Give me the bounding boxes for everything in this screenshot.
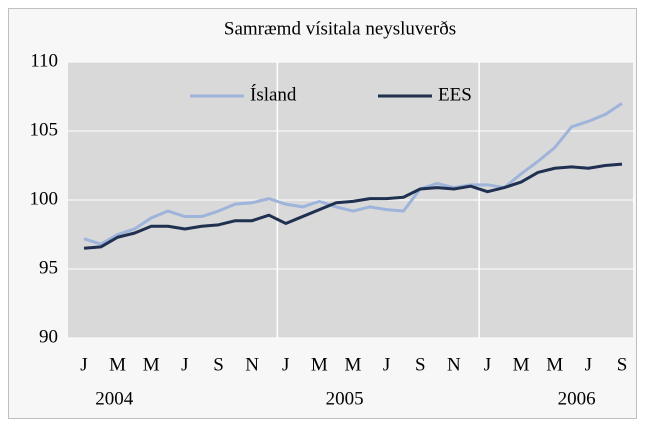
series-line bbox=[83, 162, 623, 250]
year-label: 2006 bbox=[558, 388, 596, 409]
y-tick-label: 100 bbox=[30, 188, 59, 209]
x-tick-label: J bbox=[80, 354, 87, 375]
x-tick-label: M bbox=[143, 354, 160, 375]
x-tick-label: M bbox=[513, 354, 530, 375]
y-tick-label: 95 bbox=[39, 257, 58, 278]
x-tick-label: M bbox=[311, 354, 328, 375]
x-tick-label: M bbox=[546, 354, 563, 375]
x-tick-label: N bbox=[447, 354, 461, 375]
x-tick-label: S bbox=[415, 354, 426, 375]
x-tick-label: N bbox=[245, 354, 259, 375]
x-tick-label: S bbox=[617, 354, 628, 375]
x-tick-label: M bbox=[345, 354, 362, 375]
x-tick-label: J bbox=[282, 354, 289, 375]
legend-label: EES bbox=[438, 84, 472, 105]
y-tick-label: 105 bbox=[30, 119, 59, 140]
year-label: 2004 bbox=[95, 388, 134, 409]
legend-label: Ísland bbox=[250, 83, 297, 105]
x-tick-label: J bbox=[181, 354, 188, 375]
y-tick-label: 90 bbox=[39, 326, 58, 347]
chart-title: Samræmd vísitala neysluverðs bbox=[224, 18, 456, 39]
x-tick-label: M bbox=[109, 354, 126, 375]
year-label: 2005 bbox=[326, 388, 364, 409]
x-tick-label: J bbox=[585, 354, 592, 375]
x-tick-label: J bbox=[383, 354, 390, 375]
y-tick-label: 110 bbox=[30, 50, 58, 71]
x-tick-label: J bbox=[484, 354, 491, 375]
x-tick-label: S bbox=[213, 354, 224, 375]
series-line bbox=[83, 102, 623, 246]
